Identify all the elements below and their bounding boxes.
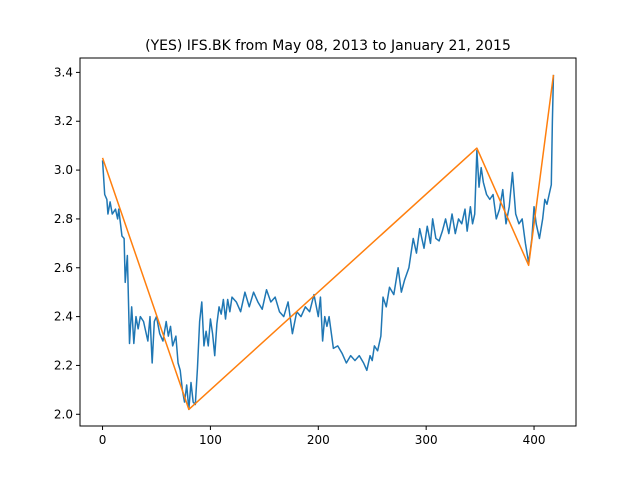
- y-tick-label: 3.2: [54, 114, 73, 128]
- x-tick-label: 200: [307, 433, 330, 447]
- x-tick-label: 400: [523, 433, 546, 447]
- y-tick-label: 2.6: [54, 261, 73, 275]
- x-tick-label: 0: [99, 433, 107, 447]
- plot-frame: [79, 57, 577, 427]
- y-tick-label: 2.0: [54, 407, 73, 421]
- x-tick-label: 300: [415, 433, 438, 447]
- y-tick-label: 3.4: [54, 65, 73, 79]
- y-tick-label: 3.0: [54, 163, 73, 177]
- price-line: [101, 74, 555, 411]
- y-tick-label: 2.8: [54, 212, 73, 226]
- chart-title: (YES) IFS.BK from May 08, 2013 to Januar…: [145, 38, 511, 54]
- y-tick-label: 2.4: [54, 310, 73, 324]
- price-line: [101, 74, 555, 411]
- y-tick-label: 2.2: [54, 358, 73, 372]
- x-tick-label: 100: [199, 433, 222, 447]
